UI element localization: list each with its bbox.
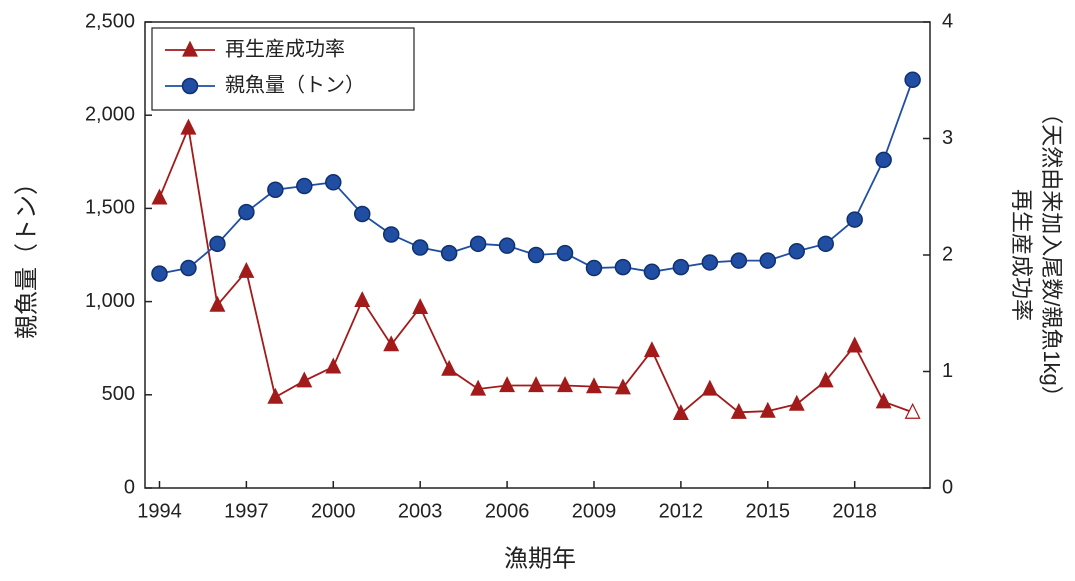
data-point bbox=[817, 235, 834, 253]
x-tick-label: 2000 bbox=[311, 500, 356, 522]
data-point bbox=[875, 151, 892, 169]
data-point bbox=[904, 71, 921, 89]
y-axis-label: 親魚量（トン） bbox=[13, 171, 40, 339]
data-point bbox=[817, 371, 834, 388]
y2-axis-label: （天然由来加入尾数/親魚1kg） bbox=[1039, 102, 1064, 408]
y-tick-label: 2,500 bbox=[85, 10, 135, 32]
data-point bbox=[527, 246, 545, 264]
data-point bbox=[528, 376, 545, 393]
data-point bbox=[470, 379, 487, 396]
data-point bbox=[672, 258, 690, 276]
data-point bbox=[412, 298, 429, 315]
data-point bbox=[354, 291, 371, 308]
y2-tick-label: 1 bbox=[942, 360, 953, 382]
x-tick-label: 2009 bbox=[572, 500, 617, 522]
data-point bbox=[672, 404, 689, 421]
data-point bbox=[556, 244, 574, 262]
data-point bbox=[586, 377, 602, 394]
data-point bbox=[469, 235, 487, 253]
y2-tick-label: 3 bbox=[942, 127, 953, 149]
data-point bbox=[585, 259, 603, 277]
data-point bbox=[441, 359, 458, 376]
data-point bbox=[759, 252, 777, 269]
data-point bbox=[614, 378, 631, 395]
x-tick-label: 2015 bbox=[746, 500, 791, 522]
data-point bbox=[730, 402, 747, 419]
data-point bbox=[788, 243, 806, 260]
data-point bbox=[296, 177, 313, 195]
data-point bbox=[701, 254, 719, 271]
y2-axis-label: 再生産成功率 bbox=[1009, 189, 1034, 321]
data-point bbox=[788, 394, 805, 411]
legend-box bbox=[151, 27, 415, 111]
legend-marker bbox=[182, 40, 198, 57]
data-point bbox=[875, 392, 892, 409]
data-point bbox=[614, 258, 632, 276]
data-point bbox=[498, 237, 516, 254]
data-point bbox=[209, 235, 226, 253]
data-point bbox=[325, 357, 342, 374]
data-point bbox=[904, 402, 921, 419]
data-point bbox=[296, 371, 313, 388]
series-line bbox=[158, 124, 913, 415]
data-point bbox=[440, 244, 458, 262]
data-point bbox=[557, 376, 573, 393]
data-point bbox=[383, 335, 400, 352]
data-point bbox=[411, 239, 429, 256]
data-point bbox=[151, 188, 168, 205]
data-point bbox=[325, 174, 342, 191]
x-tick-label: 2003 bbox=[398, 500, 443, 522]
data-point bbox=[382, 226, 400, 243]
y-tick-label: 500 bbox=[102, 383, 135, 405]
data-point bbox=[238, 261, 255, 278]
data-point bbox=[180, 118, 197, 135]
x-axis-label: 漁期年 bbox=[504, 545, 576, 572]
x-tick-label: 1994 bbox=[137, 500, 182, 522]
data-point bbox=[354, 205, 371, 223]
data-point bbox=[643, 341, 660, 358]
y2-tick-label: 4 bbox=[942, 10, 953, 32]
data-point bbox=[701, 379, 718, 396]
y-tick-label: 1,000 bbox=[85, 290, 135, 312]
data-point bbox=[209, 295, 226, 312]
legend-marker bbox=[181, 77, 199, 95]
data-point bbox=[499, 376, 516, 393]
data-point bbox=[730, 252, 748, 269]
data-point bbox=[151, 265, 168, 282]
data-point bbox=[846, 211, 863, 228]
x-tick-label: 2018 bbox=[832, 500, 877, 522]
data-point bbox=[846, 336, 863, 353]
y-tick-label: 1,500 bbox=[85, 197, 135, 219]
y-tick-label: 2,000 bbox=[85, 103, 135, 125]
data-point bbox=[643, 263, 661, 281]
y-tick-label: 0 bbox=[124, 476, 135, 498]
x-tick-label: 2012 bbox=[659, 500, 704, 522]
legend-label: 親魚量（トン） bbox=[225, 73, 365, 96]
data-point bbox=[180, 259, 197, 277]
data-point bbox=[267, 181, 284, 199]
data-point bbox=[238, 203, 255, 221]
y2-tick-label: 2 bbox=[942, 243, 953, 265]
data-point bbox=[759, 401, 776, 418]
y2-tick-label: 0 bbox=[942, 476, 953, 498]
data-point bbox=[267, 387, 284, 404]
x-tick-label: 1997 bbox=[224, 500, 269, 522]
x-tick-label: 2006 bbox=[485, 500, 530, 522]
legend-label: 再生産成功率 bbox=[225, 37, 345, 60]
